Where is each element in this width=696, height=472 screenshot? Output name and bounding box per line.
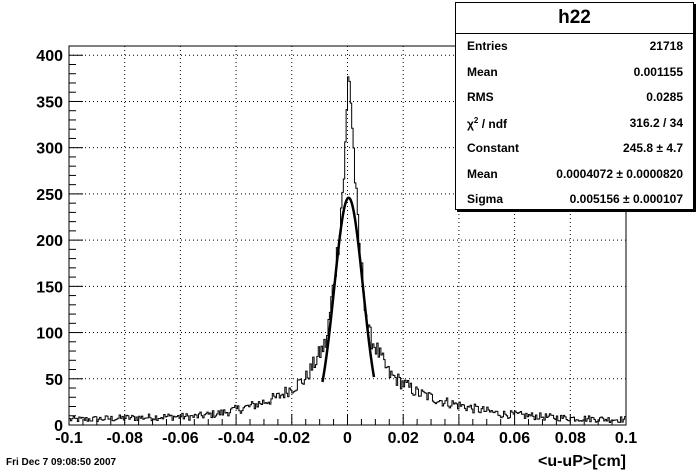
histogram-outline <box>68 76 627 425</box>
stats-title: h22 <box>456 3 693 34</box>
timestamp: Fri Dec 7 09:08:50 2007 <box>6 457 117 468</box>
y-tick-label: 0 <box>54 418 63 435</box>
stats-label: Mean <box>467 64 498 79</box>
x-tick-label: 0.04 <box>443 430 474 447</box>
x-tick-label: -0.02 <box>274 430 311 447</box>
stats-label: Constant <box>467 141 519 155</box>
stats-value: 0.001155 <box>633 64 683 79</box>
x-tick-label: 0.08 <box>555 430 586 447</box>
y-tick-label: 300 <box>36 141 63 158</box>
stats-row-chi2: χ2 / ndf 316.2 / 34 <box>456 111 693 137</box>
x-tick-label: 0.06 <box>499 430 530 447</box>
y-tick-label: 150 <box>36 279 63 296</box>
chi-symbol: χ <box>467 116 474 131</box>
x-tick-label: 0.02 <box>388 430 419 447</box>
stats-label: RMS <box>467 90 494 104</box>
stats-row-rms: RMS 0.0285 <box>456 85 693 111</box>
x-tick-label: 0.1 <box>615 430 637 447</box>
x-tick-label: -0.06 <box>162 430 199 447</box>
y-tick-label: 250 <box>36 187 63 204</box>
x-tick-label: 0 <box>343 430 352 447</box>
y-tick-label: 50 <box>45 372 63 389</box>
stats-label: χ2 / ndf <box>467 116 507 131</box>
stats-row-sigma: Sigma 0.005156 ± 0.000107 <box>456 187 693 213</box>
stats-row-entries: Entries 21718 <box>456 34 693 60</box>
x-tick-label: -0.04 <box>218 430 255 447</box>
ndf-text: / ndf <box>478 116 508 131</box>
gaussian-fit-curve <box>321 196 376 383</box>
y-tick-label: 400 <box>36 48 63 65</box>
stats-value: 0.0285 <box>646 90 683 104</box>
y-tick-label: 350 <box>36 94 63 111</box>
plot-frame <box>68 45 627 426</box>
stats-label: Entries <box>467 39 508 53</box>
x-tick-labels: -0.1 -0.08 -0.06 -0.04 -0.02 0 0.02 0.04 0.06 0.0… <box>55 430 637 447</box>
stats-row-constant: Constant 245.8 ± 4.7 <box>456 136 693 162</box>
stats-value: 0.005156 ± 0.000107 <box>569 192 683 206</box>
stats-row-fit-mean: Mean 0.0004072 ± 0.0000820 <box>456 162 693 188</box>
x-axis-title: <u-uP>[cm] <box>538 453 626 470</box>
stats-value: 0.0004072 ± 0.0000820 <box>556 166 683 181</box>
y-tick-labels: 0 50 100 150 200 250 300 350 400 <box>36 48 63 435</box>
x-tick-label: -0.1 <box>55 430 83 447</box>
stats-value: 245.8 ± 4.7 <box>623 141 683 155</box>
stats-box: h22 Entries 21718 Mean 0.001155 RMS 0.02… <box>455 2 694 210</box>
y-tick-label: 200 <box>36 233 63 250</box>
stats-label: Mean <box>467 166 498 181</box>
y-tick-label: 100 <box>36 326 63 343</box>
stats-row-mean: Mean 0.001155 <box>456 60 693 86</box>
stats-label: Sigma <box>467 192 504 206</box>
chi-superscript: 2 <box>473 115 479 125</box>
stats-value: 316.2 / 34 <box>629 115 683 130</box>
stats-value: 21718 <box>649 39 683 53</box>
x-tick-label: -0.08 <box>106 430 143 447</box>
